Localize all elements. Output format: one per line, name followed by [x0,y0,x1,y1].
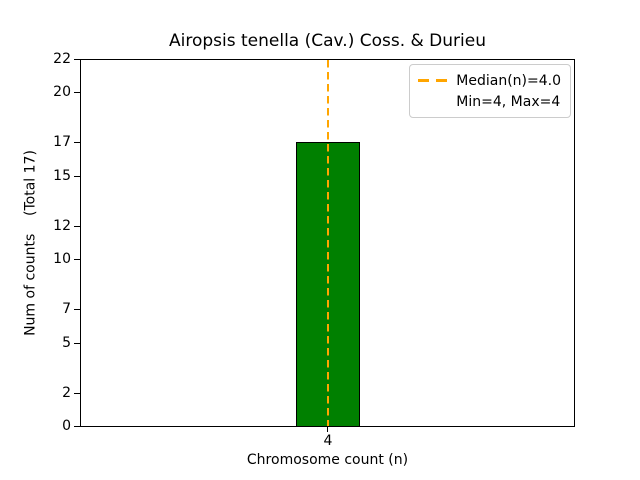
legend-entry: Median(n)=4.0 [418,70,561,91]
legend-entry: Min=4, Max=4 [418,91,561,112]
y-tick-mark [74,343,80,344]
y-tick-mark [74,59,80,60]
y-tick-label: 0 [62,418,71,434]
chart-title: Airopsis tenella (Cav.) Coss. & Durieu [169,31,486,51]
y-tick-label: 17 [53,134,71,150]
y-tick-label: 5 [62,335,71,351]
y-tick-label: 12 [53,218,71,234]
y-tick-mark [74,426,80,427]
y-tick-mark [74,393,80,394]
legend-handle-spacer [418,100,447,103]
legend-label: Min=4, Max=4 [456,93,561,110]
y-tick-mark [74,259,80,260]
y-tick-mark [74,92,80,93]
y-tick-label: 2 [62,385,71,401]
y-tick-label: 10 [53,251,71,267]
plot-area: Median(n)=4.0 Min=4, Max=4 [80,59,575,427]
dashed-line-icon [418,79,448,82]
x-tick-mark [327,427,328,432]
y-tick-mark [74,226,80,227]
y-tick-label: 22 [53,51,71,67]
y-tick-mark [74,176,80,177]
y-tick-label: 7 [62,301,71,317]
y-tick-label: 15 [53,168,71,184]
y-tick-mark [74,309,80,310]
legend: Median(n)=4.0 Min=4, Max=4 [409,64,571,118]
x-tick-label: 4 [323,433,333,449]
y-tick-label: 20 [53,84,71,100]
x-axis-label: Chromosome count (n) [246,452,409,468]
y-tick-mark [74,142,80,143]
legend-label: Median(n)=4.0 [456,72,561,89]
median-line [327,60,329,426]
